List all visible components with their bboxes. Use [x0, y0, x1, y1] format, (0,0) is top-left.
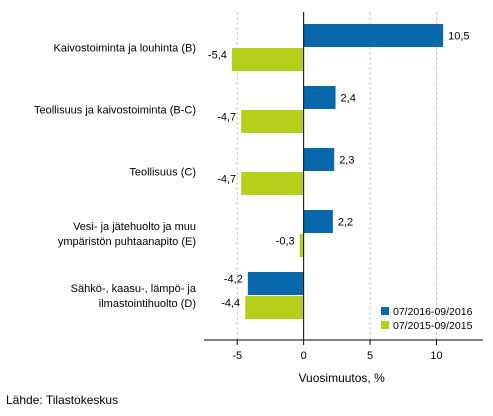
bar	[245, 296, 304, 319]
category-label: Teollisuus (C)	[129, 167, 196, 179]
source-note: Lähde: Tilastokeskus	[6, 393, 119, 407]
category-label: Sähkö-, kaasu-, lämpö- ja	[71, 283, 197, 295]
bar	[299, 234, 304, 257]
category-label: Teollisuus ja kaivostoiminta (B-C)	[34, 105, 196, 117]
bar	[241, 110, 304, 133]
bar	[247, 272, 304, 295]
bar	[231, 48, 304, 71]
value-label: 2,4	[341, 93, 356, 105]
bar	[303, 148, 335, 171]
x-tick-label: 0	[301, 350, 307, 362]
category-label: Vesi- ja jätehuolto ja muu	[73, 221, 196, 233]
category-label: ympäristön puhtaanapito (E)	[58, 236, 196, 248]
x-tick-label: -5	[232, 350, 242, 362]
bar	[303, 86, 336, 109]
value-label: 10,5	[448, 31, 469, 43]
bar	[241, 172, 304, 195]
x-tick-label: 10	[430, 350, 442, 362]
legend-label: 07/2016-09/2016	[393, 306, 473, 318]
bar	[303, 210, 333, 233]
legend-label: 07/2015-09/2015	[393, 320, 473, 332]
value-label: -4,4	[221, 298, 240, 310]
value-label: -4,7	[217, 174, 236, 186]
x-tick-label: 5	[367, 350, 373, 362]
legend-swatch	[381, 307, 389, 315]
bar	[303, 24, 444, 47]
legend-swatch	[381, 321, 389, 329]
category-label: Kaivostoiminta ja louhinta (B)	[54, 43, 196, 55]
value-label: 2,2	[338, 217, 353, 229]
value-label: -0,3	[276, 236, 295, 248]
x-axis-label: Vuosimuutos, %	[299, 371, 386, 385]
value-label: -4,2	[224, 274, 243, 286]
value-label: 2,3	[339, 155, 354, 167]
category-label: ilmastointihuolto (D)	[99, 298, 196, 310]
value-label: -5,4	[208, 50, 227, 62]
value-label: -4,7	[217, 112, 236, 124]
